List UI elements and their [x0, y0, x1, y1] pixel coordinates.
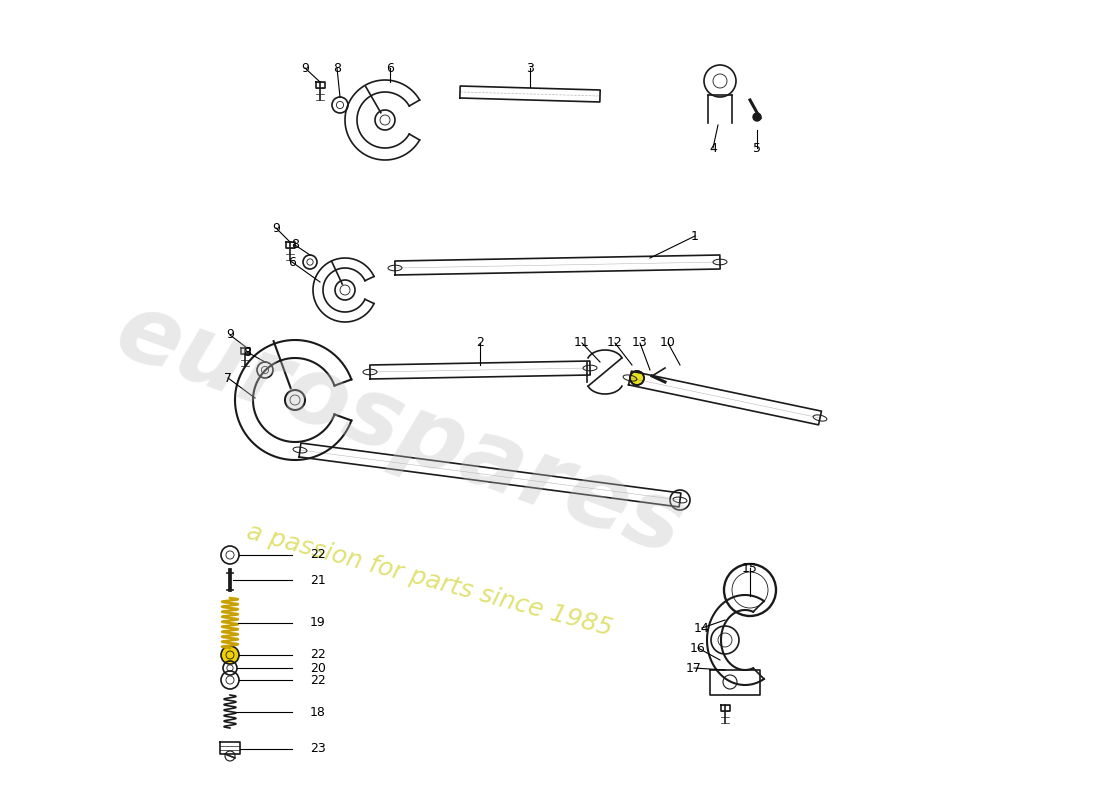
Text: 8: 8 [292, 238, 299, 251]
Text: 4: 4 [710, 142, 717, 154]
Text: 12: 12 [607, 337, 623, 350]
Text: 10: 10 [660, 337, 675, 350]
Text: 22: 22 [310, 549, 326, 562]
Text: 7: 7 [224, 371, 232, 385]
Text: 17: 17 [686, 662, 702, 674]
Text: 8: 8 [243, 346, 251, 358]
Text: 6: 6 [386, 62, 394, 74]
Circle shape [754, 113, 761, 121]
Text: eurospares: eurospares [103, 285, 696, 575]
Text: 13: 13 [632, 337, 648, 350]
Text: 6: 6 [288, 255, 296, 269]
Text: a passion for parts since 1985: a passion for parts since 1985 [244, 519, 616, 641]
Text: 22: 22 [310, 674, 326, 686]
Text: 11: 11 [574, 337, 590, 350]
Text: 20: 20 [310, 662, 326, 674]
Text: 9: 9 [301, 62, 309, 74]
Text: 9: 9 [227, 329, 234, 342]
Text: 5: 5 [754, 142, 761, 154]
Text: 18: 18 [310, 706, 326, 718]
Text: 3: 3 [526, 62, 534, 74]
Text: 21: 21 [310, 574, 326, 586]
Circle shape [221, 646, 239, 664]
Text: 1: 1 [691, 230, 698, 242]
Text: 14: 14 [694, 622, 710, 634]
Text: 22: 22 [310, 649, 326, 662]
Text: 23: 23 [310, 742, 326, 755]
Text: 16: 16 [690, 642, 706, 654]
Circle shape [630, 371, 644, 385]
Text: 19: 19 [310, 617, 326, 630]
Text: 2: 2 [476, 337, 484, 350]
Text: 8: 8 [333, 62, 341, 74]
Text: 9: 9 [272, 222, 279, 234]
Text: 15: 15 [742, 562, 758, 574]
